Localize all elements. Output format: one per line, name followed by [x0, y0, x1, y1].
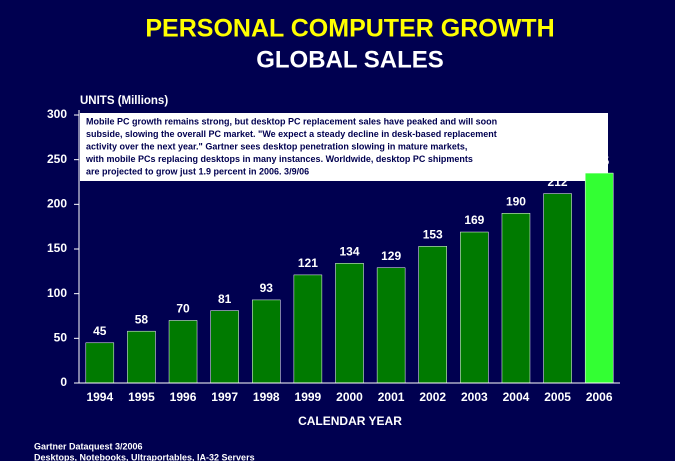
chart-subtitle: GLOBAL SALES	[256, 46, 444, 73]
data-label: 134	[339, 244, 359, 258]
x-tick-label: 2000	[336, 390, 363, 404]
bar	[168, 320, 198, 384]
bar	[210, 310, 239, 384]
y-axis-label: UNITS (Millions)	[80, 95, 168, 107]
y-tick-label: 100	[47, 286, 67, 300]
x-axis-label: CALENDAR YEAR	[298, 414, 402, 428]
data-label: 121	[298, 256, 318, 270]
note-text: Mobile PC growth remains strong, but des…	[86, 116, 497, 126]
note-text: are projected to grow just 1.9 percent i…	[86, 166, 309, 176]
x-tick-label: 2005	[544, 390, 571, 404]
bar	[376, 267, 406, 384]
note-text: with mobile PCs replacing desktops in ma…	[85, 154, 473, 164]
chart-title: PERSONAL COMPUTER GROWTH	[145, 15, 554, 43]
note-box	[80, 113, 608, 181]
bar	[584, 172, 614, 384]
x-tick-label: 2004	[503, 390, 530, 404]
bar	[293, 274, 323, 384]
data-label: 153	[423, 227, 443, 241]
y-tick-label: 0	[60, 375, 67, 389]
x-tick-label: 1997	[211, 390, 238, 404]
bar	[85, 342, 115, 384]
bar	[335, 263, 364, 384]
bar	[460, 231, 489, 384]
data-label: 129	[381, 249, 401, 263]
bar	[418, 246, 447, 384]
y-tick-label: 200	[47, 197, 67, 211]
note-text: subside, slowing the overall PC market. …	[86, 129, 497, 139]
footer-text: Desktops, Notebooks, Ultraportables, IA-…	[34, 452, 255, 461]
y-tick-label: 50	[54, 331, 68, 345]
x-tick-label: 2002	[419, 390, 446, 404]
bar	[501, 213, 531, 384]
bar	[127, 330, 156, 384]
x-tick-label: 2001	[378, 390, 405, 404]
data-label: 169	[464, 213, 484, 227]
x-tick-label: 1995	[128, 390, 155, 404]
x-tick-label: 1994	[86, 390, 113, 404]
data-label: 58	[135, 312, 149, 326]
x-tick-label: 2003	[461, 390, 488, 404]
x-tick-label: 2006	[586, 390, 613, 404]
data-label: 212	[548, 175, 568, 189]
footer-text: Gartner Dataquest 3/2006	[34, 441, 143, 451]
y-tick-label: 250	[47, 152, 67, 166]
data-label: 235	[589, 154, 609, 168]
data-label: 190	[506, 194, 526, 208]
bar	[543, 193, 572, 384]
y-tick-label: 300	[47, 107, 67, 121]
data-label: 70	[176, 302, 190, 316]
x-tick-label: 1999	[295, 390, 322, 404]
x-tick-label: 1996	[170, 390, 197, 404]
x-tick-label: 1998	[253, 390, 280, 404]
data-label: 93	[260, 281, 274, 295]
data-label: 81	[218, 292, 232, 306]
data-label: 45	[93, 324, 107, 338]
note-text: activity over the next year." Gartner se…	[86, 141, 467, 151]
bar	[252, 299, 281, 384]
y-tick-label: 150	[47, 241, 67, 255]
